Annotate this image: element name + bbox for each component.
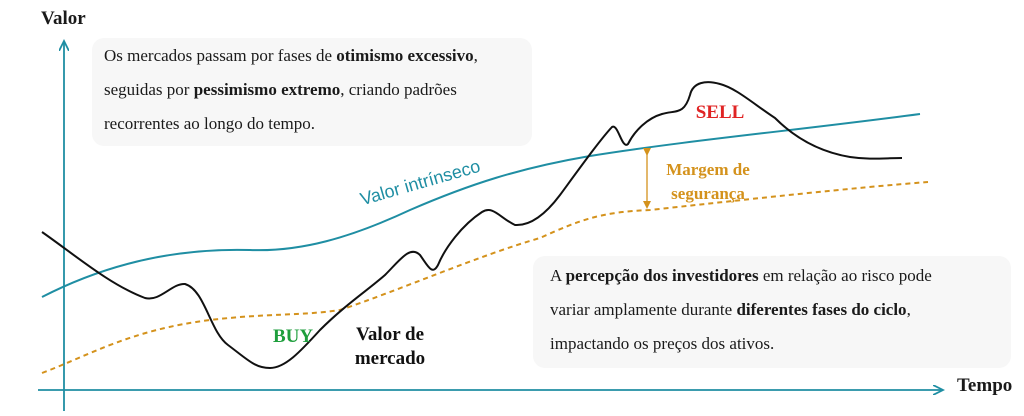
note-top-line-2: seguidas por pessimismo extremo, criando… <box>104 80 457 99</box>
note-top-line-3: recorrentes ao longo do tempo. <box>104 114 316 133</box>
buy-label: BUY <box>272 326 314 347</box>
margin-of-safety-label: Margem de segurança <box>666 160 750 203</box>
market-value-curve <box>41 81 903 370</box>
note-top-line-1: Os mercados passam por fases de otimismo… <box>104 46 478 65</box>
note-bottom-line-1: A percepção dos investidores em relação … <box>550 266 932 285</box>
note-top: Os mercados passam por fases de otimismo… <box>92 38 532 146</box>
margin-of-safety-line <box>41 181 929 374</box>
sell-label: SELL <box>695 102 745 123</box>
note-bottom: A percepção dos investidores em relação … <box>533 256 1011 368</box>
x-axis-title: Tempo <box>957 375 1013 396</box>
market-value-label: Valor de mercado <box>354 324 426 369</box>
y-axis-title: Valor <box>41 8 86 29</box>
intrinsic-value-curve <box>41 113 921 298</box>
note-bottom-line-2: variar amplamente durante diferentes fas… <box>550 300 911 319</box>
note-bottom-line-3: impactando os preços dos ativos. <box>550 334 775 353</box>
